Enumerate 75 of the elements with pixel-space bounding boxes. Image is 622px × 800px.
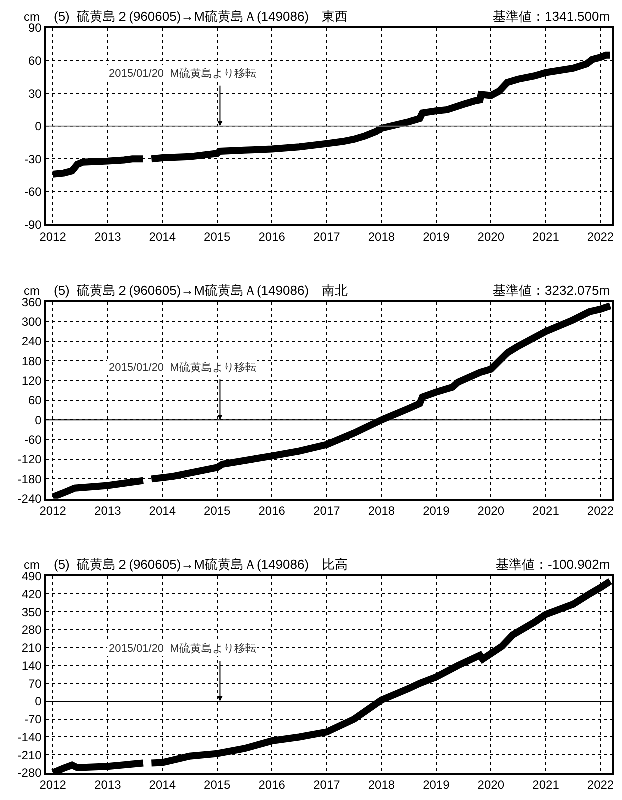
x-tick-label: 2020 xyxy=(478,778,505,792)
x-tick-label: 2016 xyxy=(258,504,286,518)
y-tick-label: 120 xyxy=(22,374,42,388)
y-tick-label: 360 xyxy=(22,295,42,310)
y-tick-label: 300 xyxy=(22,315,42,330)
y-tick-label: -60 xyxy=(24,185,42,200)
x-tick-label: 2018 xyxy=(368,778,396,792)
y-tick-label: 60 xyxy=(28,394,42,408)
x-tick-label: 2014 xyxy=(149,230,176,244)
chart-title: (5) 硫黄島２(960605)→M硫黄島Ａ(149086) 南北 xyxy=(54,283,348,298)
y-tick-label: 90 xyxy=(28,21,42,36)
x-tick-label: 2018 xyxy=(368,230,396,244)
y-tick-label: 70 xyxy=(28,676,42,691)
x-tick-label: 2015 xyxy=(204,778,232,792)
x-tick-label: 2013 xyxy=(94,504,122,518)
x-tick-label: 2016 xyxy=(258,230,286,244)
x-tick-label: 2017 xyxy=(314,504,341,518)
y-tick-label: 350 xyxy=(22,605,42,620)
annotation: 2015/01/20 M硫黄島より移転 xyxy=(109,642,256,655)
x-tick-label: 2020 xyxy=(478,230,505,244)
y-tick-label: 140 xyxy=(22,658,42,673)
y-axis-title: cm xyxy=(24,10,40,24)
chart-subtitle: 基準値：1341.500m xyxy=(493,9,610,24)
x-tick-label: 2018 xyxy=(368,504,396,518)
chart-subtitle: 基準値：3232.075m xyxy=(493,283,610,298)
y-tick-label: 240 xyxy=(22,334,42,349)
y-tick-label: -30 xyxy=(24,152,42,166)
y-tick-label: 0 xyxy=(35,413,42,428)
y-tick-label: 180 xyxy=(22,354,42,368)
x-tick-label: 2016 xyxy=(258,778,286,792)
y-tick-label: 420 xyxy=(22,587,42,602)
x-tick-label: 2015 xyxy=(204,504,232,518)
x-tick-label: 2019 xyxy=(423,504,450,518)
x-tick-label: 2012 xyxy=(40,230,67,244)
y-tick-label: 210 xyxy=(22,641,42,656)
y-tick-label: 0 xyxy=(35,120,42,134)
y-tick-label: -120 xyxy=(18,452,42,467)
x-tick-label: 2019 xyxy=(423,778,450,792)
x-tick-label: 2017 xyxy=(314,778,341,792)
y-axis-title: cm xyxy=(24,558,40,572)
y-tick-label: -180 xyxy=(18,472,42,486)
y-tick-label: -210 xyxy=(18,748,42,762)
x-tick-label: 2014 xyxy=(149,778,176,792)
x-tick-label: 2013 xyxy=(94,230,122,244)
y-axis-title: cm xyxy=(24,284,40,298)
x-tick-label: 2012 xyxy=(40,778,67,792)
y-tick-label: -240 xyxy=(18,492,42,506)
annotation: 2015/01/20 M硫黄島より移転 xyxy=(109,361,256,374)
x-tick-label: 2022 xyxy=(587,230,614,244)
x-tick-label: 2015 xyxy=(204,230,232,244)
x-tick-label: 2022 xyxy=(587,778,614,792)
x-tick-label: 2020 xyxy=(478,504,505,518)
x-tick-label: 2021 xyxy=(532,504,560,518)
chart-subtitle: 基準値：-100.902m xyxy=(496,557,610,572)
y-tick-label: 490 xyxy=(22,570,42,584)
y-tick-label: 60 xyxy=(28,54,42,68)
x-tick-label: 2013 xyxy=(94,778,122,792)
chart-title: (5) 硫黄島２(960605)→M硫黄島Ａ(149086) 比高 xyxy=(54,557,348,572)
x-tick-label: 2017 xyxy=(314,230,341,244)
y-tick-label: -140 xyxy=(18,730,42,744)
y-tick-label: 30 xyxy=(28,86,42,101)
x-tick-label: 2012 xyxy=(40,504,67,518)
x-tick-label: 2014 xyxy=(149,504,176,518)
chart-title: (5) 硫黄島２(960605)→M硫黄島Ａ(149086) 東西 xyxy=(54,9,348,24)
y-tick-label: 0 xyxy=(35,694,42,709)
x-tick-label: 2022 xyxy=(587,504,614,518)
y-tick-label: -90 xyxy=(24,218,42,232)
x-tick-label: 2021 xyxy=(532,230,560,244)
x-tick-label: 2021 xyxy=(532,778,560,792)
x-tick-label: 2019 xyxy=(423,230,450,244)
annotation: 2015/01/20 M硫黄島より移転 xyxy=(109,67,256,80)
y-tick-label: 280 xyxy=(22,623,42,638)
y-tick-label: -70 xyxy=(24,712,42,727)
y-tick-label: -60 xyxy=(24,433,42,448)
y-tick-label: -280 xyxy=(18,766,42,780)
